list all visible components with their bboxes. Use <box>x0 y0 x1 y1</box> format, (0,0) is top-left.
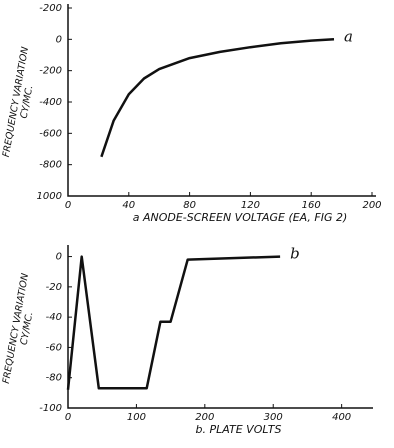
y-tick-label: -800 <box>39 160 62 171</box>
y-tick-label: -200 <box>39 66 62 77</box>
y-tick-label: -200 <box>39 3 62 14</box>
y-tick-label: -60 <box>46 342 62 353</box>
x-tick-label: 400 <box>332 412 351 423</box>
x-tick-label: 0 <box>65 412 71 423</box>
x-axis-label: a ANODE-SCREEN VOLTAGE (EA, FIG 2) <box>133 211 348 224</box>
y-tick-label: -600 <box>39 128 62 139</box>
y-tick-label: 0 <box>56 252 62 263</box>
y-tick-label: 0 <box>56 34 62 45</box>
y-tick-label: -400 <box>39 97 62 108</box>
axes <box>67 245 373 409</box>
y-tick-label: 1000 <box>37 191 62 202</box>
data-line <box>66 255 281 390</box>
data-line <box>100 38 335 158</box>
x-tick-label: 200 <box>195 412 214 423</box>
axes <box>67 4 376 197</box>
x-tick-label: 160 <box>302 200 321 211</box>
y-tick-label: -100 <box>39 403 62 414</box>
x-tick-label: 100 <box>127 412 146 423</box>
x-tick-label: 120 <box>241 200 260 211</box>
y-tick-label: -40 <box>46 312 62 323</box>
x-tick-label: 0 <box>65 200 71 211</box>
x-tick-label: 300 <box>264 412 283 423</box>
x-tick-label: 40 <box>122 200 135 211</box>
x-tick-label: 80 <box>183 200 196 211</box>
x-axis-label: b. PLATE VOLTS <box>196 423 282 436</box>
x-tick-label: 200 <box>362 200 381 211</box>
annotation: a <box>344 27 353 45</box>
annotation: b <box>290 245 300 263</box>
y-tick-label: -80 <box>46 373 62 384</box>
y-tick-label: -20 <box>46 282 62 293</box>
